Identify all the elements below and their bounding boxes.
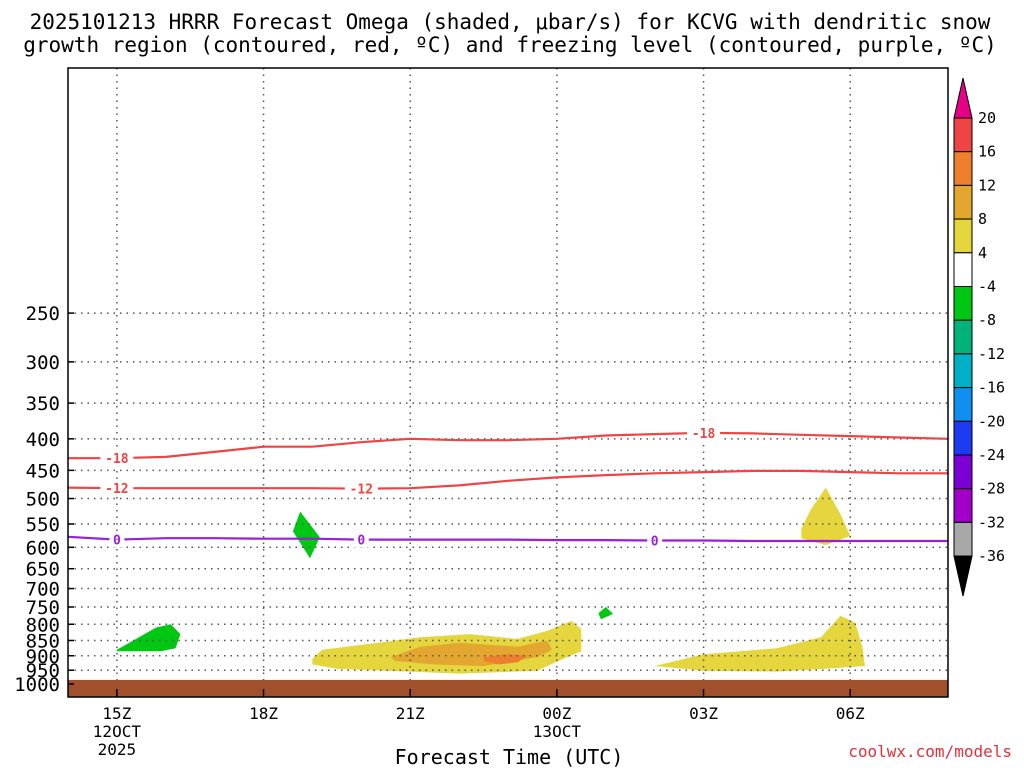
omega-sinking-04z-low [654,615,865,672]
colorbar-label-13: -36 [978,547,1005,565]
dgz-minus12-label-1: -12 [350,483,373,498]
ytick-label-650: 650 [26,559,60,581]
colorbar-bin-8 [953,353,973,389]
plot-area [116,487,865,674]
plot-border [67,67,949,698]
freezing-level-label-1: 0 [357,534,365,549]
ytick-label-450: 450 [26,460,60,482]
y-axis-tick-labels: 2503003504004505005506006507007508008509… [14,303,60,696]
colorbar-bin-10 [953,420,973,456]
omega-rising-diamond-19z [292,511,320,559]
ytick-label-400: 400 [26,429,60,451]
colorbar-arrow-top [953,77,973,119]
xtick-label-06Z: 06Z [836,704,865,723]
x-axis-label: Forecast Time (UTC) [395,745,624,768]
colorbar-label-5: -4 [978,278,996,296]
ytick-label-900: 900 [26,646,60,668]
chart-title-line-2: growth region (contoured, red, ºC) and f… [23,33,997,57]
colorbar-bin-2 [953,151,973,186]
colorbar: 20 16 12 8 4 -4 -8 -12 -16 -20 -24 -28 -32 -36 [953,77,1005,597]
ytick-label-250: 250 [26,303,60,325]
colorbar-arrow-bottom [953,555,973,597]
freezing-level-line [67,535,948,543]
dgz-minus12-label-bg-1 [344,480,378,497]
surface-layer [68,679,948,697]
freezing-level-label-0: 0 [113,534,121,549]
xtick-label-18Z: 18Z [249,704,278,723]
dgz-minus18-line [68,431,949,460]
colorbar-bin-13 [953,521,973,557]
xtick-year-15Z: 2025 [98,740,137,759]
contour-lines: -18 -18 -12 -12 0 0 0 [67,424,949,550]
colorbar-bin-3 [953,184,973,220]
omega-rising-blip-01z [598,607,614,620]
dgz-minus12-label-0: -12 [105,482,128,497]
dgz-minus18-label-bg-0 [100,450,134,467]
colorbar-bin-7 [953,319,973,355]
xtick-date-00Z: 13OCT [533,722,582,741]
dgz-minus12-label-bg-0 [100,480,134,497]
colorbar-bin-12 [953,488,973,523]
ytick-label-850: 850 [26,630,60,652]
ytick-label-550: 550 [26,514,60,536]
ytick-label-350: 350 [26,393,60,415]
colorbar-label-1: 16 [978,143,996,161]
xtick-label-15Z: 15Z [102,704,131,723]
colorbar-bin-1 [953,117,973,153]
ytick-label-950: 950 [26,660,60,682]
watermark: coolwx.com/models [848,742,1012,761]
xtick-label-03Z: 03Z [689,704,718,723]
colorbar-label-9: -20 [978,412,1005,430]
colorbar-label-2: 12 [978,176,996,194]
colorbar-label-6: -8 [978,311,996,329]
ytick-label-750: 750 [26,597,60,619]
plot-frame [67,67,949,698]
colorbar-bin-9 [953,387,973,422]
ytick-label-500: 500 [26,489,60,511]
xtick-label-21Z: 21Z [396,704,425,723]
freezing-level-label-2: 0 [651,535,659,550]
ytick-label-700: 700 [26,579,60,601]
dgz-minus18-label-0: -18 [105,452,129,467]
omega-sinking-00z-peak [483,654,528,665]
colorbar-bin-6 [953,286,973,321]
colorbar-label-11: -28 [978,480,1005,498]
xtick-label-00Z: 00Z [542,704,571,723]
omega-sinking-04z-mid [801,487,851,546]
ground-surface [68,679,948,697]
omega-rising-low-16z [116,624,181,652]
colorbar-bin-11 [953,454,973,490]
colorbar-bin-5 [953,252,973,288]
dgz-minus18-label-bg-1 [687,424,721,441]
freezing-level-label-bg-0 [109,531,125,548]
ytick-label-1000: 1000 [14,674,60,696]
ytick-label-800: 800 [26,614,60,636]
dgz-minus12-line [67,469,948,490]
xtick-date-15Z: 12OCT [93,722,142,741]
colorbar-label-12: -32 [978,513,1005,531]
colorbar-bin-4 [953,218,973,254]
freezing-level-label-bg-1 [353,531,369,548]
dgz-minus18-label-1: -18 [692,427,716,442]
ytick-label-300: 300 [26,352,60,374]
colorbar-label-0: 20 [978,109,996,127]
colorbar-label-10: -24 [978,446,1005,464]
colorbar-label-3: 8 [978,210,987,228]
ytick-label-600: 600 [26,537,60,559]
colorbar-label-4: 4 [978,244,987,262]
colorbar-label-8: -16 [978,379,1005,397]
gridlines [68,68,948,697]
chart-title-line-1: 2025101213 HRRR Forecast Omega (shaded, … [30,10,991,34]
colorbar-label-7: -12 [978,345,1005,363]
freezing-level-label-bg-2 [647,532,663,549]
